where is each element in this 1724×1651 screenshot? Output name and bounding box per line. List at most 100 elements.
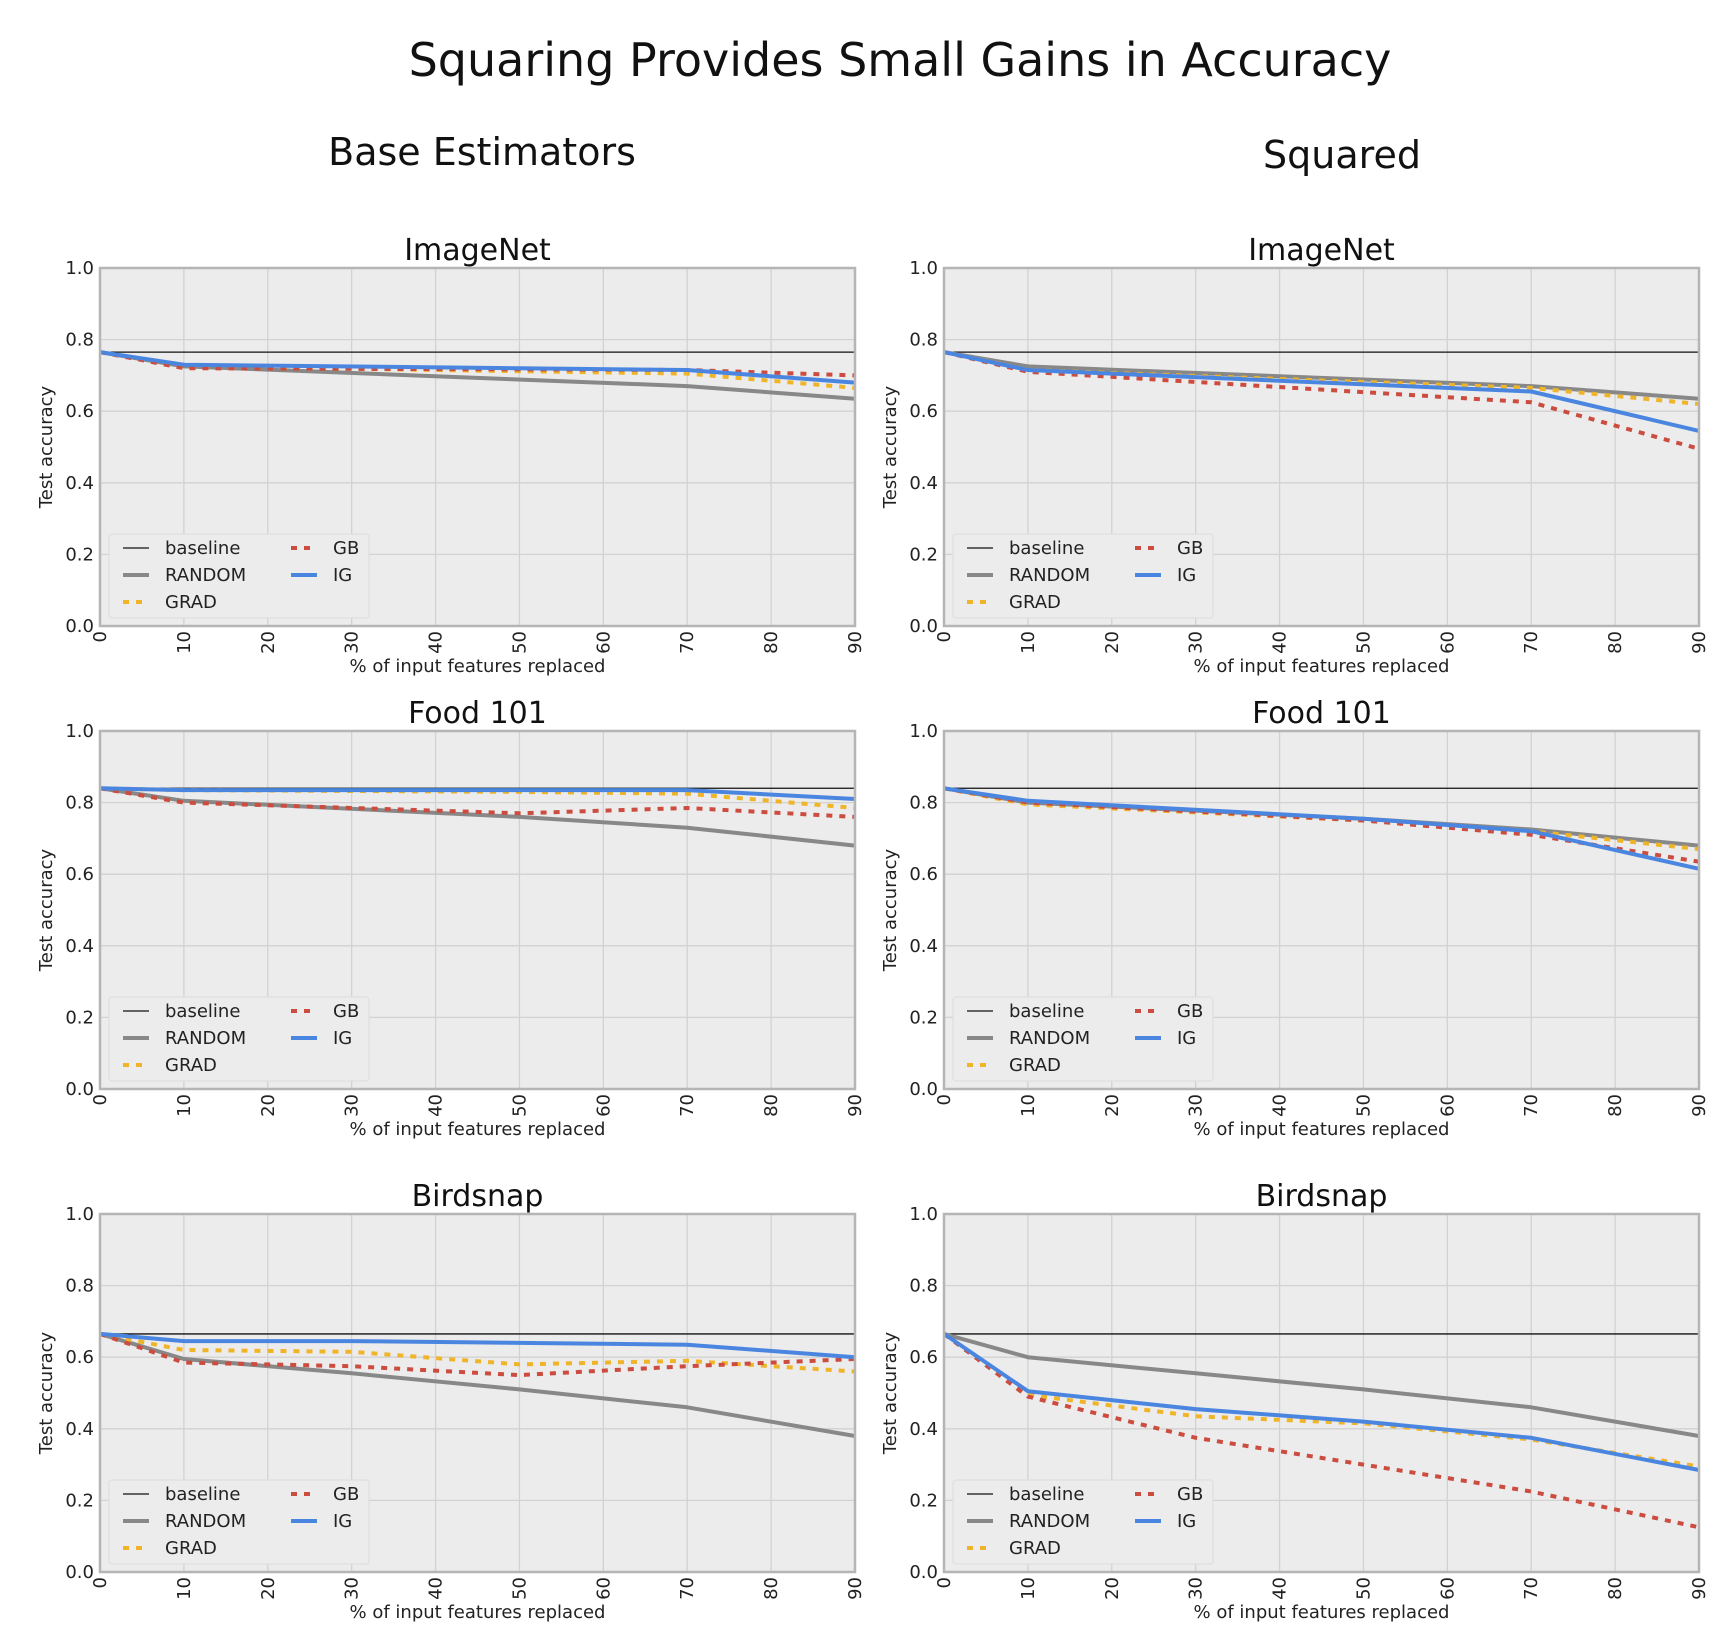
x-tick-label: 90 <box>845 631 866 654</box>
y-axis-label: Test accuracy <box>880 1331 901 1455</box>
y-tick-label: 0.0 <box>909 1562 938 1583</box>
x-tick-label: 0 <box>934 1094 955 1105</box>
legend-label-ig: IG <box>333 1511 352 1532</box>
x-tick-label: 10 <box>1018 1577 1039 1600</box>
x-tick-label: 40 <box>426 1094 447 1117</box>
y-tick-label: 1.0 <box>909 721 938 742</box>
y-tick-label: 0.0 <box>909 1079 938 1100</box>
x-tick-label: 30 <box>342 631 363 654</box>
chart-title: Food 101 <box>1252 696 1391 731</box>
x-tick-label: 80 <box>1605 1577 1626 1600</box>
x-tick-label: 50 <box>1353 1577 1374 1600</box>
chart-title: Food 101 <box>408 696 547 731</box>
y-tick-label: 0.8 <box>909 330 938 351</box>
x-tick-label: 10 <box>1018 1094 1039 1117</box>
x-tick-label: 10 <box>174 1094 195 1117</box>
x-tick-label: 50 <box>509 631 530 654</box>
plot-frame <box>98 266 857 628</box>
legend-label-random: RANDOM <box>165 1511 246 1532</box>
legend-label-baseline: baseline <box>165 538 240 559</box>
y-tick-label: 0.6 <box>65 864 94 885</box>
x-tick-label: 80 <box>761 631 782 654</box>
x-tick-label: 30 <box>1186 631 1207 654</box>
legend-label-baseline: baseline <box>1009 538 1084 559</box>
y-tick-label: 0.2 <box>909 1007 938 1028</box>
x-tick-label: 20 <box>258 1094 279 1117</box>
legend-label-grad: GRAD <box>1009 1055 1061 1076</box>
x-tick-label: 70 <box>677 631 698 654</box>
y-tick-label: 0.0 <box>65 1079 94 1100</box>
plot-frame <box>98 1212 857 1574</box>
series-ig <box>99 350 856 385</box>
x-tick-label: 50 <box>1353 1094 1374 1117</box>
legend: baseline RANDOM GRAD GB IG <box>952 1479 1214 1565</box>
x-tick-label: 0 <box>90 1577 111 1588</box>
y-tick-label: 0.6 <box>909 864 938 885</box>
series-ig <box>99 786 856 801</box>
x-tick-label: 20 <box>258 631 279 654</box>
y-tick-label: 0.2 <box>65 1490 94 1511</box>
chart-birdsnap-base: Birdsnap 0.0 0.2 0.4 0.6 0.8 1.0 0 10 20 30 40 50 60 7… <box>36 1179 866 1623</box>
x-tick-label: 60 <box>593 1577 614 1600</box>
y-tick-label: 0.4 <box>65 1419 94 1440</box>
legend: baseline RANDOM GRAD GB IG <box>108 1479 370 1565</box>
legend-label-grad: GRAD <box>165 1055 217 1076</box>
column-title-base: Base Estimators <box>328 130 636 174</box>
legend-label-grad: GRAD <box>1009 1538 1061 1559</box>
chart-imagenet-base: ImageNet 0.0 0.2 0.4 0.6 0.8 1.0 0 10 20 30 40 50 60 7… <box>36 233 866 677</box>
x-tick-label: 80 <box>1605 631 1626 654</box>
legend-label-ig: IG <box>1177 1511 1196 1532</box>
y-tick-label: 0.0 <box>65 1562 94 1583</box>
y-tick-label: 0.0 <box>909 616 938 637</box>
series-ig <box>943 786 1700 871</box>
x-tick-label: 20 <box>1102 1094 1123 1117</box>
legend-label-ig: IG <box>333 1028 352 1049</box>
column-title-squared: Squared <box>1263 133 1421 177</box>
x-axis-label: % of input features replaced <box>1194 1602 1450 1623</box>
legend-label-grad: GRAD <box>165 1538 217 1559</box>
legend-label-random: RANDOM <box>165 565 246 586</box>
series-random <box>99 1331 856 1438</box>
y-tick-label: 0.2 <box>909 1490 938 1511</box>
x-tick-label: 60 <box>1437 1577 1458 1600</box>
series-gb <box>99 786 856 819</box>
y-axis-label: Test accuracy <box>880 848 901 972</box>
x-axis-label: % of input features replaced <box>1194 1119 1450 1140</box>
x-tick-label: 70 <box>677 1094 698 1117</box>
x-tick-label: 60 <box>1437 631 1458 654</box>
x-tick-label: 30 <box>1186 1094 1207 1117</box>
legend: baseline RANDOM GRAD GB IG <box>108 996 370 1082</box>
x-tick-label: 0 <box>934 1577 955 1588</box>
series-ig <box>942 1332 1700 1472</box>
x-tick-label: 70 <box>1521 1577 1542 1600</box>
figure-title: Squaring Provides Small Gains in Accurac… <box>409 33 1392 87</box>
x-tick-label: 60 <box>593 1094 614 1117</box>
legend-label-ig: IG <box>1177 1028 1196 1049</box>
x-tick-label: 20 <box>1102 631 1123 654</box>
x-tick-label: 50 <box>1353 631 1374 654</box>
legend: baseline RANDOM GRAD GB IG <box>108 533 370 619</box>
series-random <box>943 1331 1700 1438</box>
x-tick-label: 40 <box>426 631 447 654</box>
x-axis-label: % of input features replaced <box>350 656 606 677</box>
legend: baseline RANDOM GRAD GB IG <box>952 996 1214 1082</box>
series-gb <box>99 1332 856 1378</box>
y-tick-label: 0.4 <box>909 473 938 494</box>
y-tick-label: 1.0 <box>65 258 94 279</box>
legend-label-random: RANDOM <box>1009 1028 1090 1049</box>
y-axis-label: Test accuracy <box>880 385 901 509</box>
legend-box <box>108 1479 370 1565</box>
x-tick-label: 60 <box>593 631 614 654</box>
legend-label-random: RANDOM <box>165 1028 246 1049</box>
legend-label-grad: GRAD <box>165 592 217 613</box>
y-tick-label: 0.6 <box>909 1347 938 1368</box>
x-tick-label: 20 <box>1102 1577 1123 1600</box>
y-tick-label: 0.2 <box>65 1007 94 1028</box>
plot-frame <box>98 729 857 1091</box>
chart-panels: ImageNet 0.0 0.2 0.4 0.6 0.8 1.0 0 10 20 30 40 50 60 7… <box>36 233 1710 1623</box>
x-tick-label: 40 <box>1270 1577 1291 1600</box>
x-axis-label: % of input features replaced <box>350 1602 606 1623</box>
x-tick-label: 30 <box>342 1577 363 1600</box>
legend-label-random: RANDOM <box>1009 1511 1090 1532</box>
y-tick-label: 0.8 <box>65 793 94 814</box>
